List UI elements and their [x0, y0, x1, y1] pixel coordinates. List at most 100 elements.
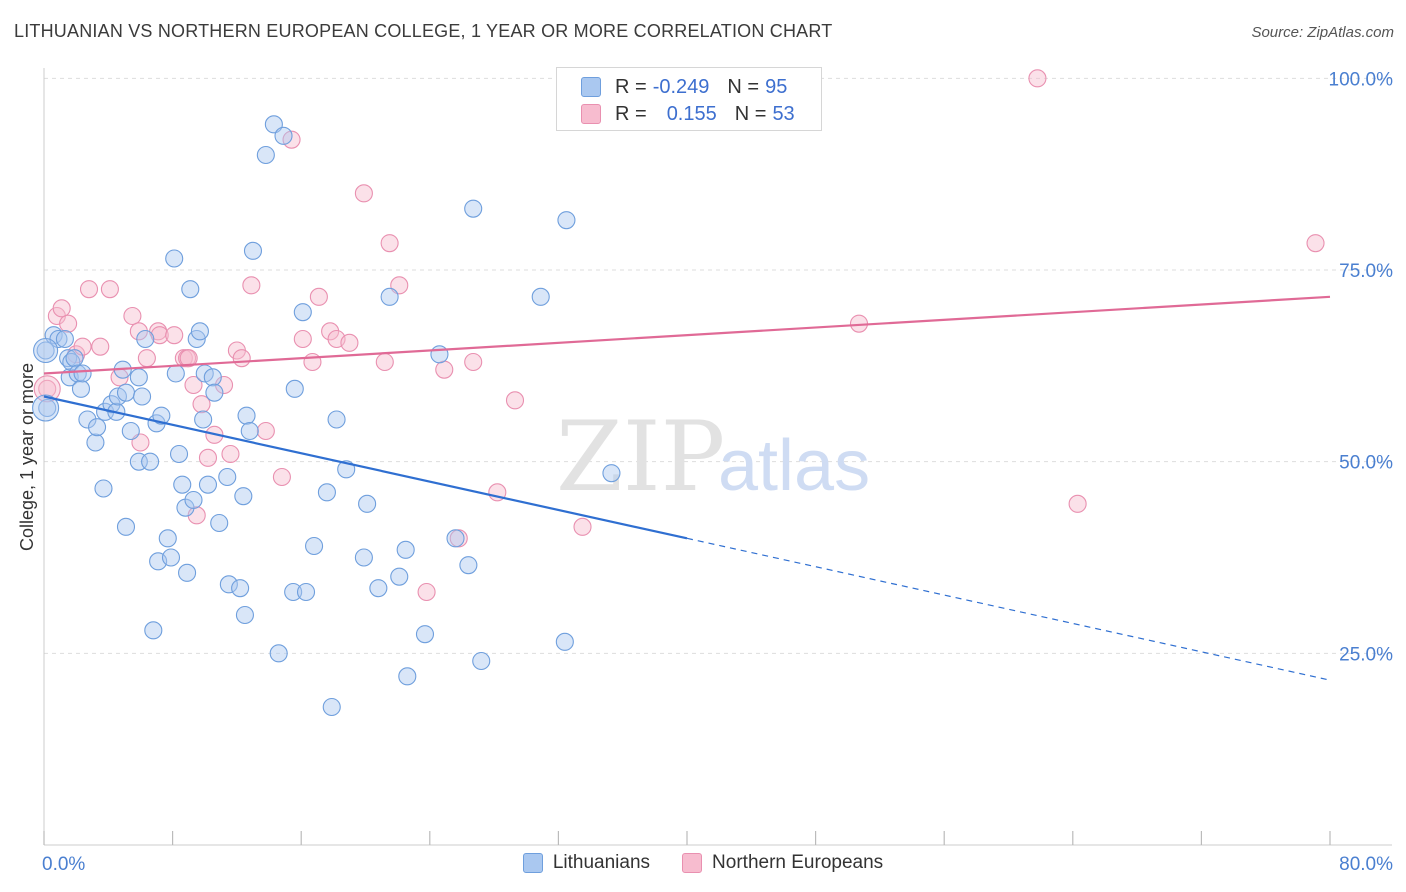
data-point — [116, 383, 136, 402]
data-point — [33, 337, 59, 364]
data-point — [1068, 494, 1087, 513]
legend-r-value: -0.249 — [652, 75, 710, 98]
data-point — [354, 184, 373, 203]
data-point — [602, 464, 621, 483]
data-point — [1306, 234, 1325, 253]
chart-title: LITHUANIAN VS NORTHERN EUROPEAN COLLEGE,… — [14, 21, 833, 41]
data-point — [129, 322, 148, 341]
data-point — [178, 563, 197, 582]
data-point — [309, 287, 328, 306]
data-point — [179, 349, 198, 368]
data-point — [158, 529, 177, 548]
data-point — [243, 241, 263, 260]
data-point — [137, 349, 156, 368]
data-point — [116, 517, 136, 536]
data-point — [237, 406, 256, 425]
data-point — [184, 490, 203, 510]
data-point — [240, 421, 259, 441]
source-label: Source: ZipAtlas.com — [1251, 24, 1394, 41]
data-point — [369, 579, 388, 598]
legend-swatch-pink — [581, 104, 601, 124]
legend-row-northern-europeans: R = 0.155 N = 53 — [581, 101, 795, 127]
data-point — [285, 379, 304, 398]
data-point — [91, 337, 110, 356]
data-point — [380, 287, 399, 306]
data-point — [1028, 69, 1047, 88]
tick-labels: 25.0% 50.0% 75.0% 100.0% 0.0% 80.0% — [42, 69, 1393, 875]
data-point — [269, 644, 288, 663]
data-point — [52, 299, 71, 318]
data-point — [194, 410, 213, 429]
data-point — [59, 314, 78, 333]
data-point — [133, 387, 152, 406]
data-point — [68, 364, 87, 383]
data-point — [136, 329, 155, 349]
data-point — [181, 280, 200, 299]
data-point — [144, 621, 163, 640]
data-point — [321, 322, 340, 341]
data-point — [573, 517, 592, 536]
data-point — [86, 433, 105, 452]
legend-swatch-pink — [682, 853, 703, 873]
data-point — [166, 364, 185, 383]
data-point — [317, 483, 336, 502]
y-tick-label: 50.0% — [1339, 453, 1393, 474]
data-point — [141, 452, 160, 471]
data-point — [396, 540, 415, 559]
legend-n-value: 53 — [772, 102, 795, 125]
data-point — [38, 398, 57, 418]
data-point — [505, 391, 525, 410]
data-point — [173, 475, 192, 494]
stats-legend: R = -0.249 N = 95 R = 0.155 N = 53 — [556, 67, 822, 131]
data-point — [274, 126, 293, 145]
trend-line-lithuanians-projection — [686, 537, 1331, 681]
data-point — [169, 444, 189, 464]
data-point — [184, 375, 203, 395]
legend-r-label: R = — [615, 75, 647, 98]
legend-swatch-blue — [522, 853, 543, 873]
data-point — [210, 513, 229, 533]
data-point — [205, 383, 224, 402]
data-point — [305, 536, 324, 556]
data-point — [55, 329, 74, 349]
data-point — [380, 234, 399, 253]
data-point — [152, 406, 171, 425]
data-point — [192, 395, 211, 414]
data-point — [459, 556, 478, 575]
data-point — [129, 368, 148, 387]
data-point — [464, 352, 483, 372]
data-point — [221, 444, 240, 464]
data-point — [354, 548, 373, 567]
data-point — [71, 379, 91, 398]
data-point — [256, 421, 275, 441]
data-point — [390, 567, 409, 586]
data-point — [165, 326, 184, 345]
legend-n-label: N = — [734, 102, 767, 125]
data-point — [231, 579, 250, 598]
data-point — [65, 349, 84, 368]
data-point — [161, 548, 181, 567]
data-point — [198, 475, 218, 494]
legend-swatch-blue — [581, 77, 601, 97]
y-tick-label: 100.0% — [1329, 69, 1394, 90]
watermark-zip: ZIP — [556, 401, 725, 513]
data-point — [218, 467, 237, 487]
data-point — [33, 375, 61, 403]
axes — [43, 68, 1392, 846]
data-point — [322, 697, 341, 717]
data-point — [198, 448, 218, 467]
data-point — [73, 364, 92, 383]
legend-n-label: N = — [727, 75, 760, 98]
data-point — [242, 276, 261, 295]
data-point — [79, 280, 99, 299]
y-tick-label: 25.0% — [1339, 644, 1393, 665]
data-point — [296, 582, 316, 602]
grid-lines — [44, 77, 1392, 654]
data-point — [272, 467, 291, 487]
x-tick-label: 80.0% — [1339, 854, 1393, 875]
data-point — [375, 352, 394, 372]
legend-r-value: 0.155 — [666, 102, 717, 125]
watermark: ZIP atlas — [556, 401, 870, 513]
data-point — [219, 575, 238, 594]
data-point — [256, 145, 275, 165]
